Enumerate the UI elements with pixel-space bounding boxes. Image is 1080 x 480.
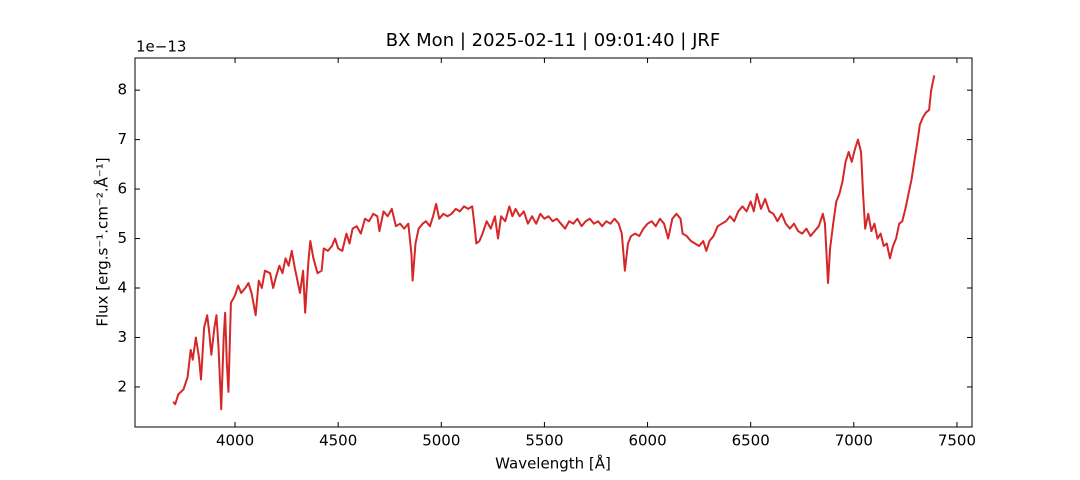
x-tick-label: 7500	[938, 432, 976, 450]
y-tick-label: 7	[117, 130, 127, 148]
y-tick-label: 3	[117, 328, 127, 346]
chart-title: BX Mon | 2025-02-11 | 09:01:40 | JRF	[386, 30, 721, 51]
y-tick-label: 8	[117, 81, 127, 99]
x-tick-label: 4500	[319, 432, 357, 450]
x-tick-label: 4000	[216, 432, 254, 450]
plot-frame	[134, 57, 973, 428]
y-tick-label: 4	[117, 279, 127, 297]
y-tick-label: 5	[117, 229, 127, 247]
y-tick-label: 6	[117, 180, 127, 198]
x-tick-label: 5000	[422, 432, 460, 450]
y-tick-label: 2	[117, 377, 127, 395]
spectrum-line	[172, 75, 936, 411]
x-tick-label: 7000	[835, 432, 873, 450]
x-axis-label: Wavelength [Å]	[495, 454, 611, 473]
x-tick-label: 6500	[732, 432, 770, 450]
y-offset-label: 1e−13	[136, 38, 186, 56]
x-tick-label: 5500	[525, 432, 563, 450]
y-axis-label: Flux [erg.s⁻¹.cm⁻².Å⁻¹]	[93, 157, 112, 326]
x-tick-label: 6000	[628, 432, 666, 450]
